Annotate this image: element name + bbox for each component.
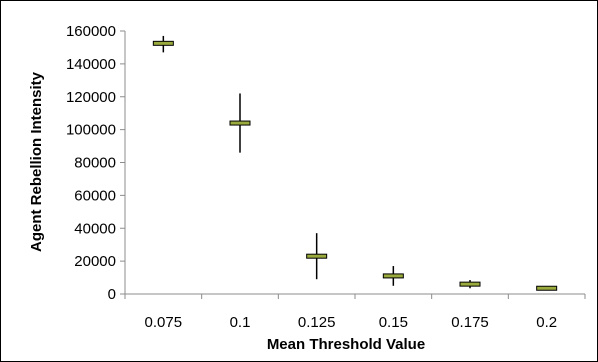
data-point: [229, 120, 251, 126]
x-tick-label: 0.175: [451, 314, 489, 331]
y-axis-title: Agent Rebellion Intensity: [28, 71, 45, 252]
y-tick-label: 20000: [74, 253, 116, 270]
y-tick-label: 140000: [66, 56, 116, 73]
x-tick-label: 0.125: [298, 314, 336, 331]
y-axis-ticks: 0 20000 40000 60000 80000 100000 120000 140000 1…: [66, 23, 125, 303]
y-tick-label: 0: [108, 286, 116, 303]
data-point: [536, 285, 558, 291]
data-point: [152, 40, 174, 46]
x-tick-label: 0.1: [230, 314, 251, 331]
data-point: [382, 273, 404, 279]
x-tick-label: 0.075: [145, 314, 183, 331]
x-axis-ticks: 0.075 0.1 0.125 0.15 0.175 0.2: [124, 294, 586, 331]
x-tick-label: 0.15: [379, 314, 408, 331]
data-point: [459, 281, 481, 287]
data-marks: [152, 35, 558, 291]
y-tick-label: 120000: [66, 89, 116, 106]
x-axis-title: Mean Threshold Value: [267, 336, 425, 353]
y-tick-label: 160000: [66, 23, 116, 40]
data-point: [306, 253, 328, 259]
y-tick-label: 100000: [66, 122, 116, 139]
y-tick-label: 80000: [74, 155, 116, 172]
axes: [124, 31, 585, 295]
x-tick-label: 0.2: [536, 314, 557, 331]
y-tick-label: 60000: [74, 187, 116, 204]
y-tick-label: 40000: [74, 220, 116, 237]
